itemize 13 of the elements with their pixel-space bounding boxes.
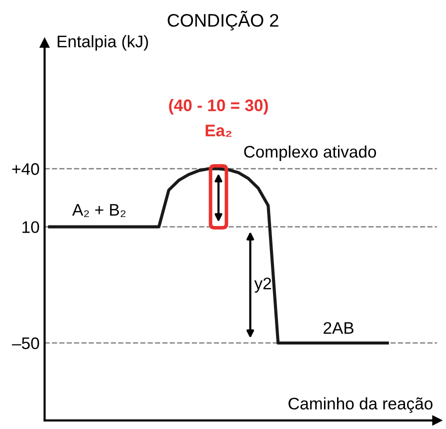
y-tick-label: –50 [12,337,40,350]
annotation: (40 - 10 = 30) [169,98,268,115]
line-series [48,167,389,345]
y-tick-label: 10 [22,221,40,234]
annotation: y2 [254,278,272,293]
annotation: A₂ + B₂ [72,204,126,218]
y-axis-title: Entalpia (kJ) [58,35,148,51]
annotation: 2AB [324,322,354,334]
x-axis-title: Caminho da reação [288,397,432,413]
annotation: Complexo ativado [244,145,376,161]
annotation: Ea₂ [206,124,232,137]
chart-title: CONDIÇÃO 2 [168,10,278,30]
y-tick-label: +40 [12,163,40,175]
